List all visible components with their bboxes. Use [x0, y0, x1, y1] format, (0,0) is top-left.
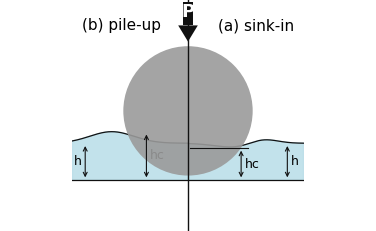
Text: h: h	[74, 155, 82, 168]
Text: h: h	[291, 155, 299, 168]
Text: hc: hc	[245, 158, 259, 170]
Polygon shape	[73, 132, 188, 180]
Text: (a) sink-in: (a) sink-in	[218, 18, 294, 33]
Polygon shape	[188, 140, 303, 180]
Text: P: P	[182, 3, 194, 21]
Polygon shape	[178, 25, 198, 42]
Text: hc: hc	[150, 149, 165, 162]
Circle shape	[123, 46, 253, 176]
Bar	[183, 2, 193, 25]
Text: (b) pile-up: (b) pile-up	[82, 18, 161, 33]
